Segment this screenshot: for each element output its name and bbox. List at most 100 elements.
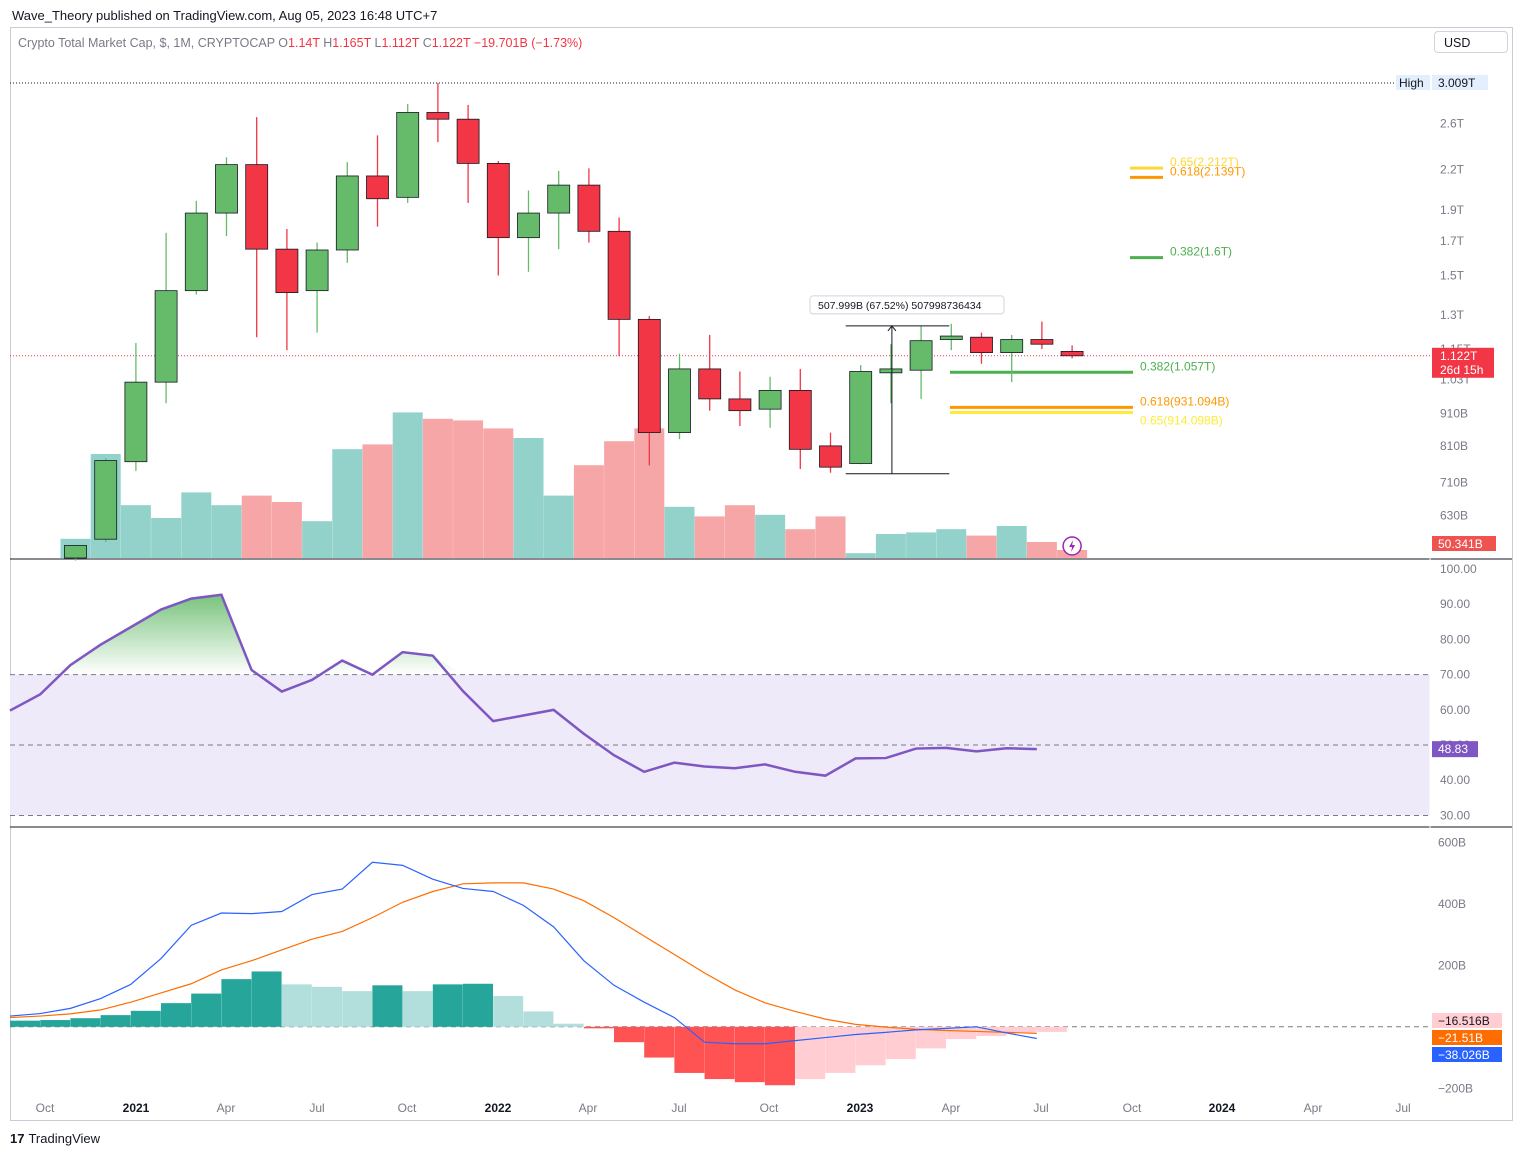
candles bbox=[64, 83, 1084, 561]
volume-bar bbox=[211, 505, 242, 558]
lightning-icon bbox=[1069, 540, 1076, 552]
measure-text: 507.999B (67.52%) 507998736434 bbox=[818, 300, 982, 312]
macd-tag-value: −16.516B bbox=[1438, 1014, 1490, 1028]
volume-bar bbox=[573, 465, 604, 558]
candle-body bbox=[94, 460, 118, 540]
candle-body bbox=[607, 230, 631, 320]
candle-body bbox=[305, 249, 329, 292]
change-value: −19.701B (−1.73%) bbox=[473, 36, 583, 50]
macd-tag-value: −21.51B bbox=[1438, 1031, 1483, 1045]
time-tick: Oct bbox=[36, 1101, 55, 1115]
macd-histogram-bar bbox=[191, 993, 222, 1027]
high-label: High bbox=[1399, 76, 1424, 90]
time-tick: Oct bbox=[760, 1101, 779, 1115]
high-label: H bbox=[323, 36, 333, 50]
high-value: 1.165T bbox=[332, 36, 371, 50]
rsi-tick: 30.00 bbox=[1440, 808, 1470, 822]
rsi-tick: 60.00 bbox=[1440, 703, 1470, 717]
close-label: C bbox=[422, 36, 432, 50]
volume-bar bbox=[1026, 542, 1057, 558]
time-tick: Apr bbox=[1304, 1101, 1323, 1115]
candle-body bbox=[577, 184, 601, 232]
macd-histogram-bar bbox=[251, 971, 282, 1027]
macd-histogram-bar bbox=[312, 986, 342, 1027]
last-price-tag bbox=[1432, 347, 1494, 378]
volume-bar bbox=[422, 418, 453, 558]
volume-bar bbox=[483, 428, 514, 558]
symbol-name: Crypto Total Market Cap, $, 1M, CRYPTOCA… bbox=[18, 36, 275, 50]
macd-histogram-bar bbox=[1006, 1026, 1037, 1033]
fib-level-label: 0.65(914.098B) bbox=[1140, 413, 1223, 427]
tradingview-logo[interactable]: 17 TradingView bbox=[10, 1131, 100, 1146]
macd-tag bbox=[1432, 1013, 1502, 1028]
candle-body bbox=[819, 445, 842, 468]
high-value: 3.009T bbox=[1438, 76, 1476, 90]
price-tick: 710B bbox=[1440, 475, 1468, 489]
rsi-overbought-fill bbox=[10, 594, 1037, 675]
time-tick: Jul bbox=[1395, 1101, 1410, 1115]
rsi-value: 48.83 bbox=[1438, 742, 1468, 756]
candle-body bbox=[124, 381, 148, 463]
rsi-tick: 40.00 bbox=[1440, 773, 1470, 787]
macd-histogram-bar bbox=[916, 1026, 946, 1049]
volume-bar bbox=[966, 535, 997, 558]
rsi-tick: 90.00 bbox=[1440, 597, 1470, 611]
candle-body bbox=[788, 389, 812, 450]
candle-body bbox=[275, 248, 299, 294]
time-tick: Apr bbox=[942, 1101, 961, 1115]
price-tick: 630B bbox=[1440, 508, 1468, 522]
price-axes: High3.009T2.6T2.2T1.9T1.7T1.5T1.3T1.15T1… bbox=[1396, 75, 1502, 1095]
volume-bar bbox=[785, 529, 816, 558]
volume-bar bbox=[302, 521, 333, 558]
volume-bar bbox=[543, 495, 574, 558]
candle-body bbox=[668, 368, 691, 433]
macd-histogram-bar bbox=[372, 985, 403, 1027]
price-tick: 810B bbox=[1440, 439, 1468, 453]
candle-body bbox=[939, 335, 963, 340]
price-tick: 2.6T bbox=[1440, 116, 1465, 130]
candle-body bbox=[335, 175, 359, 251]
last-price-value: 1.122T bbox=[1440, 349, 1478, 363]
currency-selector[interactable]: USD bbox=[1434, 31, 1508, 53]
volume-tag bbox=[1432, 536, 1496, 551]
open-value: 1.14T bbox=[288, 36, 320, 50]
volume-bar bbox=[815, 516, 846, 558]
macd-pane bbox=[9, 861, 1430, 1086]
macd-histogram-bar bbox=[40, 1020, 71, 1027]
candle-body bbox=[184, 212, 208, 292]
price-tick: 910B bbox=[1440, 407, 1468, 421]
macd-tick: 200B bbox=[1438, 958, 1466, 972]
time-tick: Jul bbox=[1033, 1101, 1048, 1115]
measure-box bbox=[809, 295, 1005, 315]
rsi-tick: 80.00 bbox=[1440, 632, 1470, 646]
candle-body bbox=[154, 290, 178, 383]
rsi-tag bbox=[1432, 741, 1478, 758]
brand-name: TradingView bbox=[28, 1131, 101, 1146]
macd-histogram-bar bbox=[765, 1026, 795, 1086]
macd-histogram-bar bbox=[100, 1015, 131, 1027]
macd-histogram-bar bbox=[463, 983, 493, 1027]
macd-tick: 400B bbox=[1438, 897, 1466, 911]
macd-histogram-bar bbox=[10, 1020, 40, 1027]
macd-histogram-bar bbox=[402, 991, 433, 1027]
fib-level-label: 0.382(1.057T) bbox=[1140, 359, 1215, 373]
candle-body bbox=[1030, 339, 1054, 345]
volume-bar bbox=[875, 534, 906, 558]
macd-histogram-bar bbox=[795, 1026, 826, 1080]
time-tick: Jul bbox=[671, 1101, 686, 1115]
symbol-legend[interactable]: Crypto Total Market Cap, $, 1M, CRYPTOCA… bbox=[18, 36, 582, 50]
volume-bar bbox=[151, 518, 182, 558]
candle-body bbox=[758, 389, 782, 410]
volume-bar bbox=[996, 526, 1027, 558]
time-tick: 2023 bbox=[847, 1101, 874, 1115]
macd-histogram-bar bbox=[734, 1026, 765, 1083]
volume-bar bbox=[120, 505, 151, 558]
macd-histogram-bar bbox=[221, 979, 252, 1027]
candle-body bbox=[366, 175, 389, 200]
publish-header: Wave_Theory published on TradingView.com… bbox=[12, 8, 438, 23]
candle-body bbox=[245, 164, 269, 250]
price-tick: 1.9T bbox=[1440, 203, 1465, 217]
volume-bar bbox=[694, 516, 725, 558]
volume-value: 50.341B bbox=[1438, 537, 1483, 551]
